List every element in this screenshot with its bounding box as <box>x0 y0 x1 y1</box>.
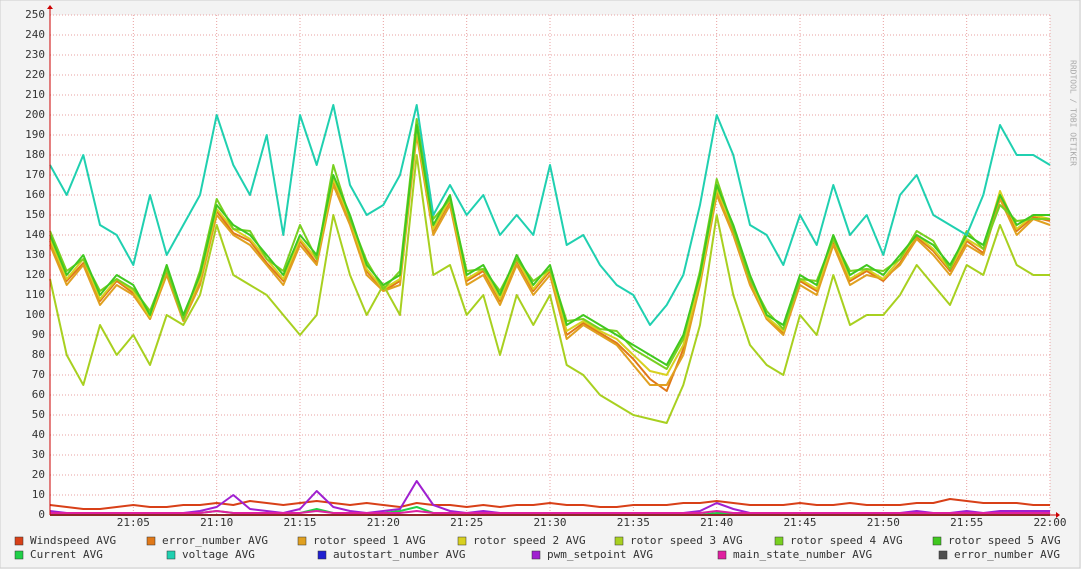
y-tick-label: 20 <box>32 468 45 481</box>
y-tick-label: 100 <box>25 308 45 321</box>
x-tick-label: 21:30 <box>533 516 566 529</box>
x-tick-label: 21:50 <box>867 516 900 529</box>
legend-swatch <box>774 536 784 546</box>
legend-label: rotor speed 2 AVG <box>473 534 586 547</box>
x-tick-label: 21:05 <box>117 516 150 529</box>
legend-label: autostart_number AVG <box>333 548 465 561</box>
x-tick-label: 21:35 <box>617 516 650 529</box>
legend-label: Windspeed AVG <box>30 534 116 547</box>
series-line <box>49 104 1051 326</box>
x-tick-label: 21:15 <box>283 516 316 529</box>
y-tick-label: 60 <box>32 388 45 401</box>
legend-label: rotor speed 1 AVG <box>313 534 426 547</box>
axis-arrow <box>47 5 53 9</box>
y-tick-label: 0 <box>38 508 45 521</box>
legend-swatch <box>14 550 24 560</box>
y-tick-label: 80 <box>32 348 45 361</box>
series-line <box>49 118 1050 370</box>
legend-swatch <box>14 536 24 546</box>
legend-label: rotor speed 5 AVG <box>948 534 1061 547</box>
legend-swatch <box>146 536 156 546</box>
legend-label: pwm_setpoint AVG <box>547 548 653 561</box>
x-tick-label: 21:10 <box>200 516 233 529</box>
y-tick-label: 230 <box>25 48 45 61</box>
y-tick-label: 110 <box>25 288 45 301</box>
series-line <box>49 154 1050 424</box>
y-tick-label: 140 <box>25 228 45 241</box>
axis-arrow <box>1056 512 1060 518</box>
x-tick-label: 21:20 <box>367 516 400 529</box>
legend-label: error_number AVG <box>954 548 1060 561</box>
y-tick-label: 70 <box>32 368 45 381</box>
x-tick-label: 21:25 <box>450 516 483 529</box>
y-tick-label: 180 <box>25 148 45 161</box>
y-tick-label: 240 <box>25 28 45 41</box>
legend-label: rotor speed 3 AVG <box>630 534 743 547</box>
legend-label: rotor speed 4 AVG <box>790 534 903 547</box>
legend-swatch <box>717 550 727 560</box>
legend-swatch <box>166 550 176 560</box>
x-tick-label: 21:40 <box>700 516 733 529</box>
y-tick-label: 10 <box>32 488 45 501</box>
legend-swatch <box>932 536 942 546</box>
legend-label: main_state_number AVG <box>733 548 872 561</box>
legend-label: Current AVG <box>30 548 103 561</box>
y-tick-label: 50 <box>32 408 45 421</box>
y-tick-label: 90 <box>32 328 45 341</box>
y-tick-label: 170 <box>25 168 45 181</box>
legend-swatch <box>297 536 307 546</box>
legend-swatch <box>614 536 624 546</box>
series-line <box>50 510 1050 514</box>
y-tick-label: 30 <box>32 448 45 461</box>
legend-swatch <box>938 550 948 560</box>
legend-label: voltage AVG <box>182 548 255 561</box>
y-tick-label: 130 <box>25 248 45 261</box>
legend-swatch <box>457 536 467 546</box>
series-line <box>49 498 1050 510</box>
legend-label: error_number AVG <box>162 534 268 547</box>
x-tick-label: 21:45 <box>783 516 816 529</box>
watermark: RRDTOOL / TOBI OETIKER <box>1069 60 1078 166</box>
y-tick-label: 220 <box>25 68 45 81</box>
legend-swatch <box>317 550 327 560</box>
y-tick-label: 190 <box>25 128 45 141</box>
x-tick-label: 21:55 <box>950 516 983 529</box>
x-tick-label: 22:00 <box>1033 516 1066 529</box>
y-tick-label: 210 <box>25 88 45 101</box>
legend-swatch <box>531 550 541 560</box>
y-tick-label: 120 <box>25 268 45 281</box>
series-line <box>49 124 1050 366</box>
y-tick-label: 200 <box>25 108 45 121</box>
y-tick-label: 160 <box>25 188 45 201</box>
y-tick-label: 250 <box>25 8 45 21</box>
y-tick-label: 150 <box>25 208 45 221</box>
y-tick-label: 40 <box>32 428 45 441</box>
